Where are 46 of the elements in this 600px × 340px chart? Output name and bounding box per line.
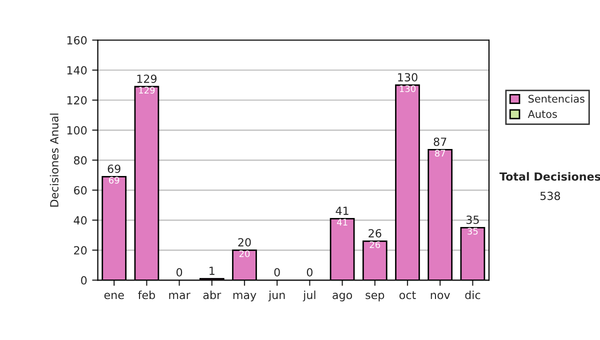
x-tick-label: feb (138, 290, 155, 300)
data-label: 26 (370, 241, 380, 248)
y-tick-label: 140 (67, 66, 87, 75)
total-label: 1 (210, 266, 214, 275)
total-label: 0 (306, 268, 312, 277)
total-label: 20 (238, 238, 251, 246)
total-label: 87 (434, 138, 446, 146)
x-tick-label: ago (332, 292, 352, 302)
y-tick-label: 80 (74, 156, 87, 165)
data-label: 87 (434, 150, 446, 157)
data-label: 35 (468, 228, 478, 235)
total-label: 0 (274, 268, 280, 277)
y-tick-label: 60 (74, 186, 87, 195)
total-label: 69 (108, 164, 120, 173)
data-label: 129 (139, 86, 155, 94)
text: 538 (540, 192, 560, 200)
text: Total Decisiones (500, 172, 600, 181)
x-tick-label: jun (268, 290, 285, 302)
y-tick-label: 20 (74, 246, 87, 255)
y-tick-label: 160 (67, 36, 87, 44)
legend-label: Sentencias (528, 94, 584, 103)
x-tick-label: dic (465, 290, 480, 300)
data-label: 20 (239, 250, 250, 258)
x-tick-label: nov (430, 292, 450, 300)
x-tick-label: mar (169, 292, 190, 300)
total-label: 35 (466, 216, 479, 224)
y-tick-label: 100 (67, 126, 87, 135)
y-tick-label: 120 (67, 96, 87, 105)
x-tick-label: may (233, 292, 256, 302)
total-label: 129 (137, 74, 157, 83)
data-label: 69 (108, 176, 120, 184)
x-tick-label: oct (399, 291, 416, 300)
y-tick-label: 40 (74, 216, 87, 225)
y-tick-label: 0 (81, 276, 87, 285)
x-tick-label: sep (366, 292, 384, 302)
total-label: 0 (176, 268, 182, 277)
legend-label: Autos (528, 110, 557, 118)
data-label: 41 (337, 218, 348, 226)
total-label: 41 (336, 206, 348, 215)
data-label: 130 (400, 85, 416, 92)
x-tick-label: ene (104, 292, 124, 300)
total-label: 26 (368, 229, 382, 238)
total-label: 130 (398, 73, 418, 82)
y-axis-title: Decisiones Anual (50, 114, 58, 207)
x-tick-label: abr (203, 290, 222, 300)
x-tick-label: jul (302, 290, 316, 302)
